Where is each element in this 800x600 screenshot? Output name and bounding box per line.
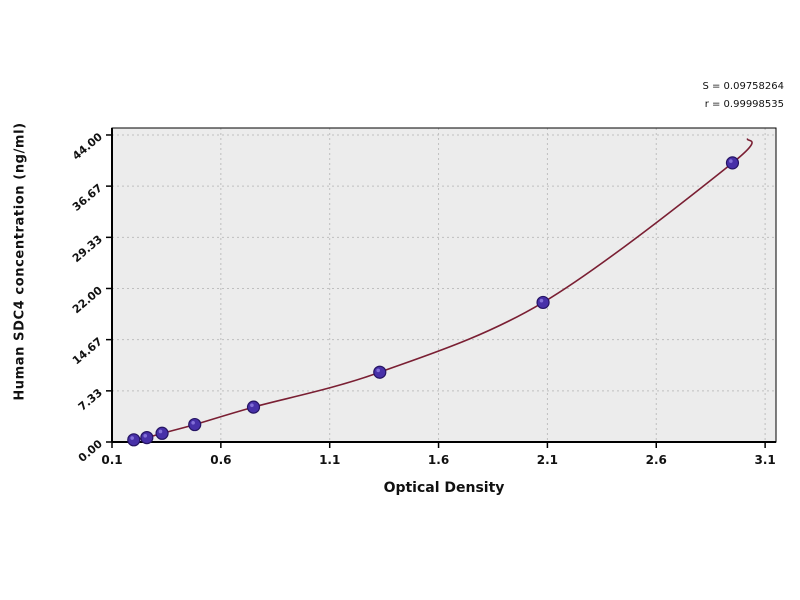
x-tick-label: 1.1 (319, 453, 340, 467)
data-point-highlight (729, 159, 733, 163)
x-tick-label: 1.6 (428, 453, 449, 467)
data-point-highlight (376, 368, 380, 373)
y-tick-label: 29.33 (70, 233, 105, 265)
data-point-highlight (130, 436, 134, 440)
data-point (373, 365, 387, 379)
data-point (188, 417, 202, 432)
data-point (246, 400, 261, 414)
fit-statistic-s: S = 0.09758264 (702, 81, 784, 92)
data-point-highlight (143, 434, 148, 438)
data-point (155, 426, 169, 440)
fit-statistics: S = 0.09758264 r = 0.99998535 (702, 78, 784, 114)
x-tick-label: 2.6 (646, 453, 667, 467)
data-point (140, 431, 154, 445)
y-tick-label: 7.33 (76, 386, 105, 413)
fit-statistic-r: r = 0.99998535 (704, 99, 784, 110)
x-axis-title: Optical Density (383, 480, 505, 496)
x-tick-label: 2.1 (537, 453, 558, 467)
plot-background (112, 128, 776, 442)
data-point (127, 433, 141, 447)
data-point-highlight (191, 420, 195, 425)
y-tick-label: 14.67 (70, 335, 105, 367)
y-tick-label: 36.67 (70, 181, 105, 213)
data-point (536, 295, 550, 310)
data-point-highlight (539, 298, 544, 303)
x-tick-label: 0.1 (101, 453, 122, 467)
y-tick-label: 22.00 (70, 284, 105, 317)
y-tick-label: 44.00 (70, 130, 105, 163)
data-point (725, 156, 740, 170)
y-axis-title: Human SDC4 concentration (ng/ml) (12, 122, 28, 401)
x-tick-label: 3.1 (754, 453, 775, 467)
data-point-highlight (158, 429, 163, 434)
data-point-highlight (250, 403, 254, 408)
x-tick-label: 0.6 (210, 453, 231, 467)
